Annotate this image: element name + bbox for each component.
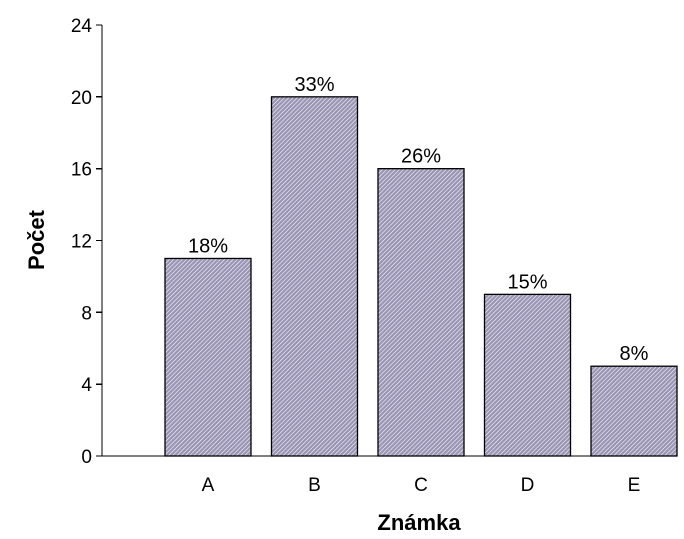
x-tick-label: A (202, 475, 215, 496)
bars (164, 96, 678, 457)
x-tick-label: C (414, 475, 428, 496)
bar-c (377, 168, 465, 457)
x-tick-label: B (308, 475, 321, 496)
y-tick-label: 8 (81, 303, 92, 324)
bar-data-label: 26% (401, 146, 441, 168)
y-axis-ticks: 0 4 8 12 16 20 24 (71, 16, 102, 468)
bar-b (270, 96, 359, 457)
bar-data-label: 15% (507, 271, 547, 293)
x-axis-title: Známka (377, 510, 461, 535)
x-tick-label: D (521, 475, 535, 496)
bar-data-labels: 18% 33% 26% 15% 8% (188, 74, 649, 365)
bar-data-label: 33% (294, 74, 334, 96)
bar-d (483, 293, 572, 457)
y-tick-label: 16 (71, 160, 92, 181)
plot-area: 0 4 8 12 16 20 24 A B C D E 18% 33% 26% 15% 8% (71, 16, 678, 496)
y-tick-label: 20 (71, 88, 92, 109)
y-axis-title: Počet (24, 209, 49, 270)
bar-e (590, 365, 678, 457)
x-tick-label: E (628, 475, 641, 496)
y-tick-label: 12 (71, 232, 92, 253)
bar-data-label: 18% (188, 235, 228, 257)
bar-data-label: 8% (620, 343, 649, 365)
x-axis-ticks: A B C D E (202, 475, 641, 496)
y-tick-label: 24 (71, 16, 93, 37)
bar-a (164, 257, 252, 457)
y-tick-label: 0 (81, 447, 92, 468)
y-tick-label: 4 (81, 375, 92, 396)
